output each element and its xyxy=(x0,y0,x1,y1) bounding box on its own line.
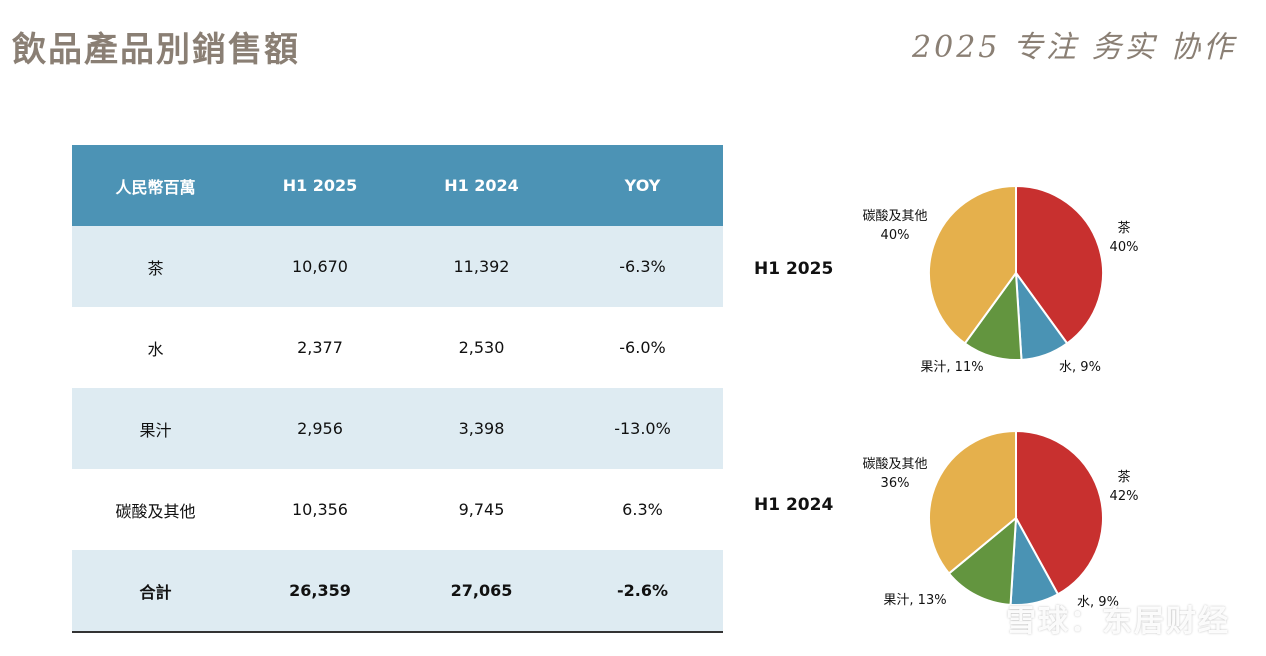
watermark: 雪球：东居财经 xyxy=(1006,604,1230,639)
page-title: 飲品產品別銷售額 xyxy=(12,30,300,70)
table-cell: 10,356 xyxy=(292,500,348,519)
sales-table: 人民幣百萬 H1 2025 H1 2024 YOY 茶 10,670 11,39… xyxy=(72,145,723,633)
pie-label-tea: 茶 40% xyxy=(1110,220,1139,255)
pie-label-water: 水, 9% xyxy=(1059,360,1101,375)
table-cell: 果汁 xyxy=(72,388,239,469)
table-cell: 3,398 xyxy=(401,388,562,469)
table-row: 茶 10,670 11,392 -6.3% xyxy=(72,226,723,307)
table-cell: 2,956 xyxy=(239,388,401,469)
table-header-row: 人民幣百萬 H1 2025 H1 2024 YOY xyxy=(72,145,723,226)
pie-slice-juice xyxy=(947,515,1018,606)
table-cell: 6.3% xyxy=(622,500,663,519)
table-cell: 碳酸及其他 xyxy=(115,501,196,521)
table-cell: 茶 xyxy=(72,226,239,307)
pie-slice-juice xyxy=(963,270,1023,361)
table-row: 果汁 2,956 3,398 -13.0% xyxy=(72,388,723,469)
column-header: H1 2024 xyxy=(401,145,562,226)
table-row: 碳酸及其他 10,356 9,745 6.3% xyxy=(72,469,723,550)
slogan: 2025 专注 务实 协作 xyxy=(912,30,1236,65)
table-cell: 9,745 xyxy=(458,500,505,519)
pie-label-tea: 茶 42% xyxy=(1110,469,1139,504)
pie-label-carbonated: 碳酸及其他 40% xyxy=(862,209,927,243)
table-cell: -13.0% xyxy=(562,388,723,469)
pie-slice-carbonated xyxy=(928,429,1017,575)
column-header: YOY xyxy=(562,145,723,226)
pie-slice-water xyxy=(1009,514,1060,606)
pie-slice-tea xyxy=(1015,184,1104,345)
table-cell: 27,065 xyxy=(401,550,562,633)
pie-slice-tea xyxy=(1015,429,1104,596)
table-cell: -2.6% xyxy=(562,550,723,633)
table-cell: 11,392 xyxy=(401,226,562,307)
table-cell: 2,377 xyxy=(297,338,343,357)
table-cell: 2,530 xyxy=(458,338,505,357)
table-cell: 水 xyxy=(147,339,164,359)
column-header: 人民幣百萬 xyxy=(72,145,239,226)
pie-slice-carbonated xyxy=(928,184,1017,345)
table-cell: -6.3% xyxy=(562,226,723,307)
table-cell: -6.0% xyxy=(619,338,666,357)
pie-label-juice: 果汁, 13% xyxy=(883,593,946,608)
table-total-row: 合計 26,359 27,065 -2.6% xyxy=(72,550,723,633)
pie-label-carbonated: 碳酸及其他 36% xyxy=(862,457,927,491)
table-row: 水 2,377 2,530 -6.0% xyxy=(72,307,723,388)
table-cell: 26,359 xyxy=(239,550,401,633)
table-cell: 合計 xyxy=(72,550,239,633)
pie-title-h1-2024: H1 2024 xyxy=(754,495,834,515)
table-cell: 10,670 xyxy=(239,226,401,307)
column-header: H1 2025 xyxy=(239,145,401,226)
pie-label-juice: 果汁, 11% xyxy=(920,360,983,375)
pie-slice-water xyxy=(1014,269,1069,361)
pie-title-h1-2025: H1 2025 xyxy=(754,259,834,279)
